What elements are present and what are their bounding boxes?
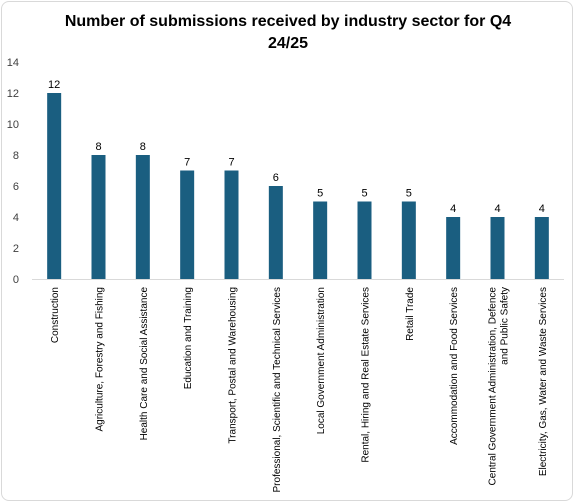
data-label: 8 — [95, 141, 101, 153]
data-label: 12 — [48, 79, 60, 91]
data-label: 5 — [406, 188, 412, 200]
category-labels: Construction Agriculture, Forestry and Fi… — [50, 287, 549, 493]
category-label-line: Professional, Scientific and Technical S… — [272, 287, 283, 492]
value-labels: 12 8 8 7 7 6 5 5 5 4 4 4 — [48, 79, 545, 215]
bar — [534, 217, 549, 279]
data-label: 4 — [450, 203, 456, 215]
y-tick-label: 14 — [7, 57, 19, 69]
bar — [47, 93, 62, 279]
category-label-line: and Public Safety — [500, 287, 511, 365]
bar — [446, 217, 461, 279]
category-label-line: Electricity, Gas, Water and Waste Servic… — [538, 287, 549, 476]
category-label-line: Transport, Postal and Warehousing — [228, 287, 239, 444]
category-label-line: Construction — [50, 287, 61, 343]
y-tick-label: 2 — [13, 243, 19, 255]
category-label-line: Health Care and Social Assistance — [139, 287, 150, 441]
data-label: 4 — [539, 203, 545, 215]
data-label: 5 — [317, 188, 323, 200]
y-tick-label: 8 — [13, 150, 19, 162]
data-label: 5 — [361, 188, 367, 200]
category-label: Accommodation and Food Services — [449, 287, 460, 445]
y-tick-label: 6 — [13, 181, 19, 193]
bar — [135, 155, 150, 279]
bar — [224, 170, 239, 279]
category-label: Electricity, Gas, Water and Waste Servic… — [538, 287, 549, 476]
data-label: 4 — [494, 203, 500, 215]
bar — [357, 201, 372, 279]
bar — [490, 217, 505, 279]
data-label: 7 — [228, 157, 234, 169]
category-label: Local Government Administration — [316, 287, 327, 434]
chart-title: Number of submissions received by indust… — [64, 13, 512, 52]
category-label: Health Care and Social Assistance — [139, 287, 150, 441]
bar — [180, 170, 195, 279]
category-label-line: Accommodation and Food Services — [449, 287, 460, 445]
data-label: 7 — [184, 157, 190, 169]
bar — [268, 186, 283, 279]
y-tick-label: 0 — [13, 274, 19, 286]
category-label: Agriculture, Forestry and Fishing — [95, 287, 106, 432]
y-axis-ticks: 0 2 4 6 8 10 12 14 — [7, 57, 19, 286]
category-label: Central Government Administration, Defen… — [488, 287, 511, 486]
category-label: Professional, Scientific and Technical S… — [272, 287, 283, 492]
category-label: Retail Trade — [405, 287, 416, 341]
category-label-line: Agriculture, Forestry and Fishing — [95, 287, 106, 432]
category-label: Transport, Postal and Warehousing — [228, 287, 239, 444]
bar — [313, 201, 328, 279]
y-tick-label: 12 — [7, 88, 19, 100]
bar — [91, 155, 106, 279]
category-label-line: Local Government Administration — [316, 287, 327, 434]
data-label: 8 — [140, 141, 146, 153]
category-label-line: Retail Trade — [405, 287, 416, 341]
y-tick-label: 4 — [13, 212, 19, 224]
category-label-line: Education and Training — [183, 287, 194, 389]
category-label-line: Central Government Administration, Defen… — [488, 287, 499, 486]
data-label: 6 — [273, 172, 279, 184]
category-label-line: Rental, Hiring and Real Estate Services — [361, 287, 372, 463]
category-label: Construction — [50, 287, 61, 343]
y-tick-label: 10 — [7, 119, 19, 131]
bar — [401, 201, 416, 279]
bars — [47, 93, 549, 279]
category-label: Rental, Hiring and Real Estate Services — [361, 287, 372, 463]
category-label: Education and Training — [183, 287, 194, 389]
